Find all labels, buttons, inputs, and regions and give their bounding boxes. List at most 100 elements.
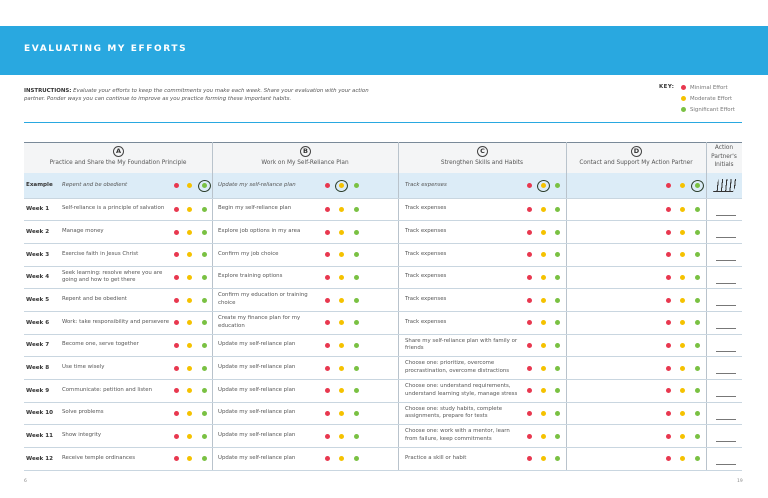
effort-dot [695,388,700,394]
cell-text: Solve problems [62,409,104,416]
effort-dot [325,206,330,212]
effort-dot [541,274,546,280]
effort-dot [555,388,560,394]
effort-dot [541,183,546,188]
effort-dot [339,252,344,258]
effort-dot [174,410,179,416]
effort-dot [202,274,207,280]
cell-text: Choose one: study habits, complete assig… [405,405,503,420]
divider [24,122,742,123]
effort-dot [354,297,359,303]
effort-dot [202,456,207,462]
effort-dot [680,456,685,462]
cell-text: Track expenses [405,250,447,257]
initials-line [716,418,736,420]
effort-dot [527,433,532,439]
effort-dot [174,274,179,280]
effort-dot [555,320,560,326]
column-line [212,142,213,470]
effort-dot [202,252,207,258]
effort-dot [174,183,179,188]
row-label: Week 3 [26,251,50,258]
cell-text: Update my self-reliance plan [218,454,296,461]
effort-dot [174,433,179,439]
column-letter: B [300,146,311,157]
effort-dot [555,410,560,416]
effort-dot [527,456,532,462]
effort-dot [325,274,330,280]
initials-line [716,237,736,239]
row-label: Week 2 [26,228,50,235]
effort-dot [666,320,671,326]
row-line [24,446,742,448]
effort-dot [695,433,700,439]
effort-dot [527,206,532,212]
effort-dot [325,320,330,326]
banner [0,26,768,75]
effort-dot [354,410,359,416]
effort-dot [541,433,546,439]
cell-text: Self-reliance is a principle of salvatio… [62,205,165,212]
effort-dot [354,206,359,212]
effort-dot [354,229,359,235]
effort-dot [680,410,685,416]
row-line [24,401,742,403]
effort-dot [680,297,685,303]
effort-dot [174,388,179,394]
effort-dot [339,410,344,416]
effort-dot [354,342,359,348]
row-label: Week 1 [26,206,50,213]
key-item: Significant Effort [690,106,735,113]
effort-dot [187,320,192,326]
effort-dot [555,274,560,280]
cell-text: Exercise faith in Jesus Christ [62,250,139,257]
cell-text: Practice a skill or habit [405,454,467,461]
effort-dot [695,183,700,188]
initials-line [716,305,736,307]
column-line [398,142,399,470]
row-label: Example [26,182,53,189]
effort-dot [666,229,671,235]
row-label: Week 5 [26,296,50,303]
effort-dot [695,342,700,348]
effort-dot [666,342,671,348]
effort-dot [339,365,344,371]
cell-text: Repent and be obedient [62,296,127,303]
effort-dot [187,456,192,462]
effort-dot [541,297,546,303]
cell-text: Update my self-reliance plan [218,409,296,416]
effort-dot [187,342,192,348]
effort-dot [527,410,532,416]
cell-text: Use time wisely [62,364,105,371]
page-number: 6 [24,479,27,484]
cell-text: Track expenses [405,318,447,325]
row-line [24,310,742,312]
instructions: INSTRUCTIONS: Evaluate your efforts to k… [24,87,369,104]
effort-dot [680,388,685,394]
column-title: Strengthen Skills and Habits [440,160,524,166]
effort-dot [187,252,192,258]
row-line [24,424,742,426]
column-title: Practice and Share the My Foundation Pri… [49,160,187,166]
effort-dot [527,297,532,303]
effort-dot [695,320,700,326]
cell-text: Communicate: petition and listen [62,386,153,393]
effort-dot [666,388,671,394]
effort-dot [174,206,179,212]
cell-text: Receive temple ordinances [62,454,136,461]
cell-text: Track expenses [405,181,447,188]
effort-dot [354,456,359,462]
effort-dot [666,433,671,439]
column-title: Contact and Support My Action Partner [579,160,693,166]
effort-dot [555,252,560,258]
effort-dot [187,365,192,371]
row-line [24,356,742,358]
effort-dot [541,206,546,212]
key-dot [681,96,686,101]
effort-dot [680,252,685,258]
initials-line [716,441,736,443]
cell-text: Update my self-reliance plan [218,432,296,439]
initials-line [716,282,736,284]
row-line [24,265,742,267]
effort-dot [680,320,685,326]
